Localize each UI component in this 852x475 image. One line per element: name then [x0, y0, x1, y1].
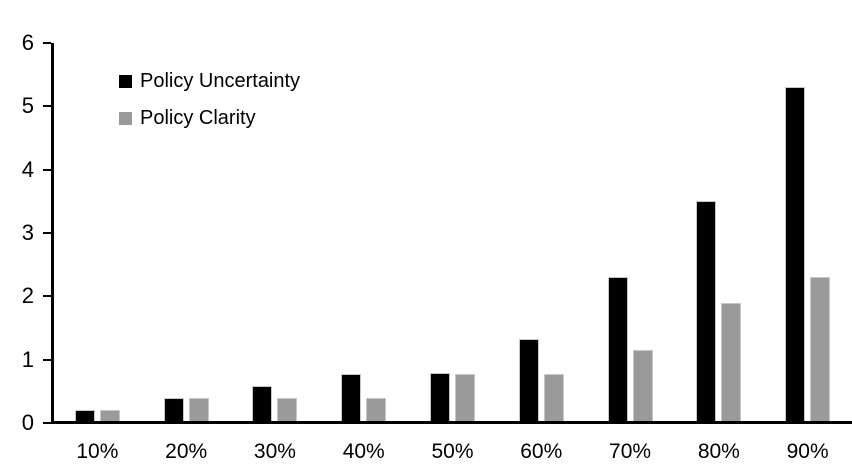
y-tick-label: 6 [21, 30, 34, 55]
bar-policy-clarity-90% [810, 277, 831, 423]
bar-policy-uncertainty-70% [607, 277, 628, 423]
bar-policy-clarity-30% [277, 397, 298, 423]
bar-policy-clarity-70% [632, 350, 653, 423]
y-tick [43, 358, 51, 361]
legend-swatch-icon [119, 74, 132, 88]
bar-policy-uncertainty-40% [341, 373, 362, 423]
y-tick [43, 232, 51, 234]
x-category-label: 90% [786, 440, 829, 463]
legend: Policy Uncertainty Policy Clarity [119, 69, 300, 130]
y-tick-label: 5 [21, 93, 34, 119]
x-category-label: 10% [76, 440, 119, 463]
x-axis-line [51, 421, 852, 424]
bar-policy-uncertainty-50% [430, 372, 450, 423]
y-tick-label: 1 [21, 346, 34, 372]
x-category-label: 70% [609, 440, 652, 463]
y-tick-label: 4 [21, 156, 34, 182]
x-category-label: 50% [431, 440, 474, 463]
y-tick-label: 0 [21, 410, 34, 435]
bar-policy-uncertainty-80% [696, 201, 717, 423]
bar-policy-clarity-80% [721, 302, 742, 423]
x-category-label: 30% [253, 440, 296, 463]
bar-policy-uncertainty-20% [163, 397, 184, 423]
x-category-label: 60% [520, 440, 563, 463]
bar-policy-uncertainty-30% [252, 386, 273, 423]
y-tick [43, 42, 51, 44]
bar-policy-clarity-60% [543, 374, 564, 423]
bar-policy-clarity-40% [366, 397, 387, 423]
y-tick-label: 2 [21, 283, 34, 309]
y-tick [43, 105, 51, 108]
y-tick [43, 295, 51, 298]
legend-item: Policy Clarity [119, 106, 300, 130]
legend-swatch-icon [119, 111, 132, 125]
x-category-label: 40% [342, 440, 385, 463]
bar-policy-clarity-20% [188, 397, 209, 423]
y-tick [43, 168, 51, 171]
y-tick-label: 3 [21, 220, 34, 245]
x-category-label: 80% [697, 440, 740, 463]
y-tick [43, 422, 51, 424]
bar-policy-uncertainty-60% [518, 338, 539, 423]
bar-policy-uncertainty-90% [785, 87, 806, 423]
x-category-label: 20% [165, 440, 208, 463]
legend-item: Policy Uncertainty [119, 69, 300, 93]
y-axis-line [51, 43, 54, 424]
bar-policy-clarity-50% [455, 374, 475, 423]
legend-label: Policy Uncertainty [140, 70, 301, 92]
legend-label: Policy Clarity [140, 107, 256, 129]
